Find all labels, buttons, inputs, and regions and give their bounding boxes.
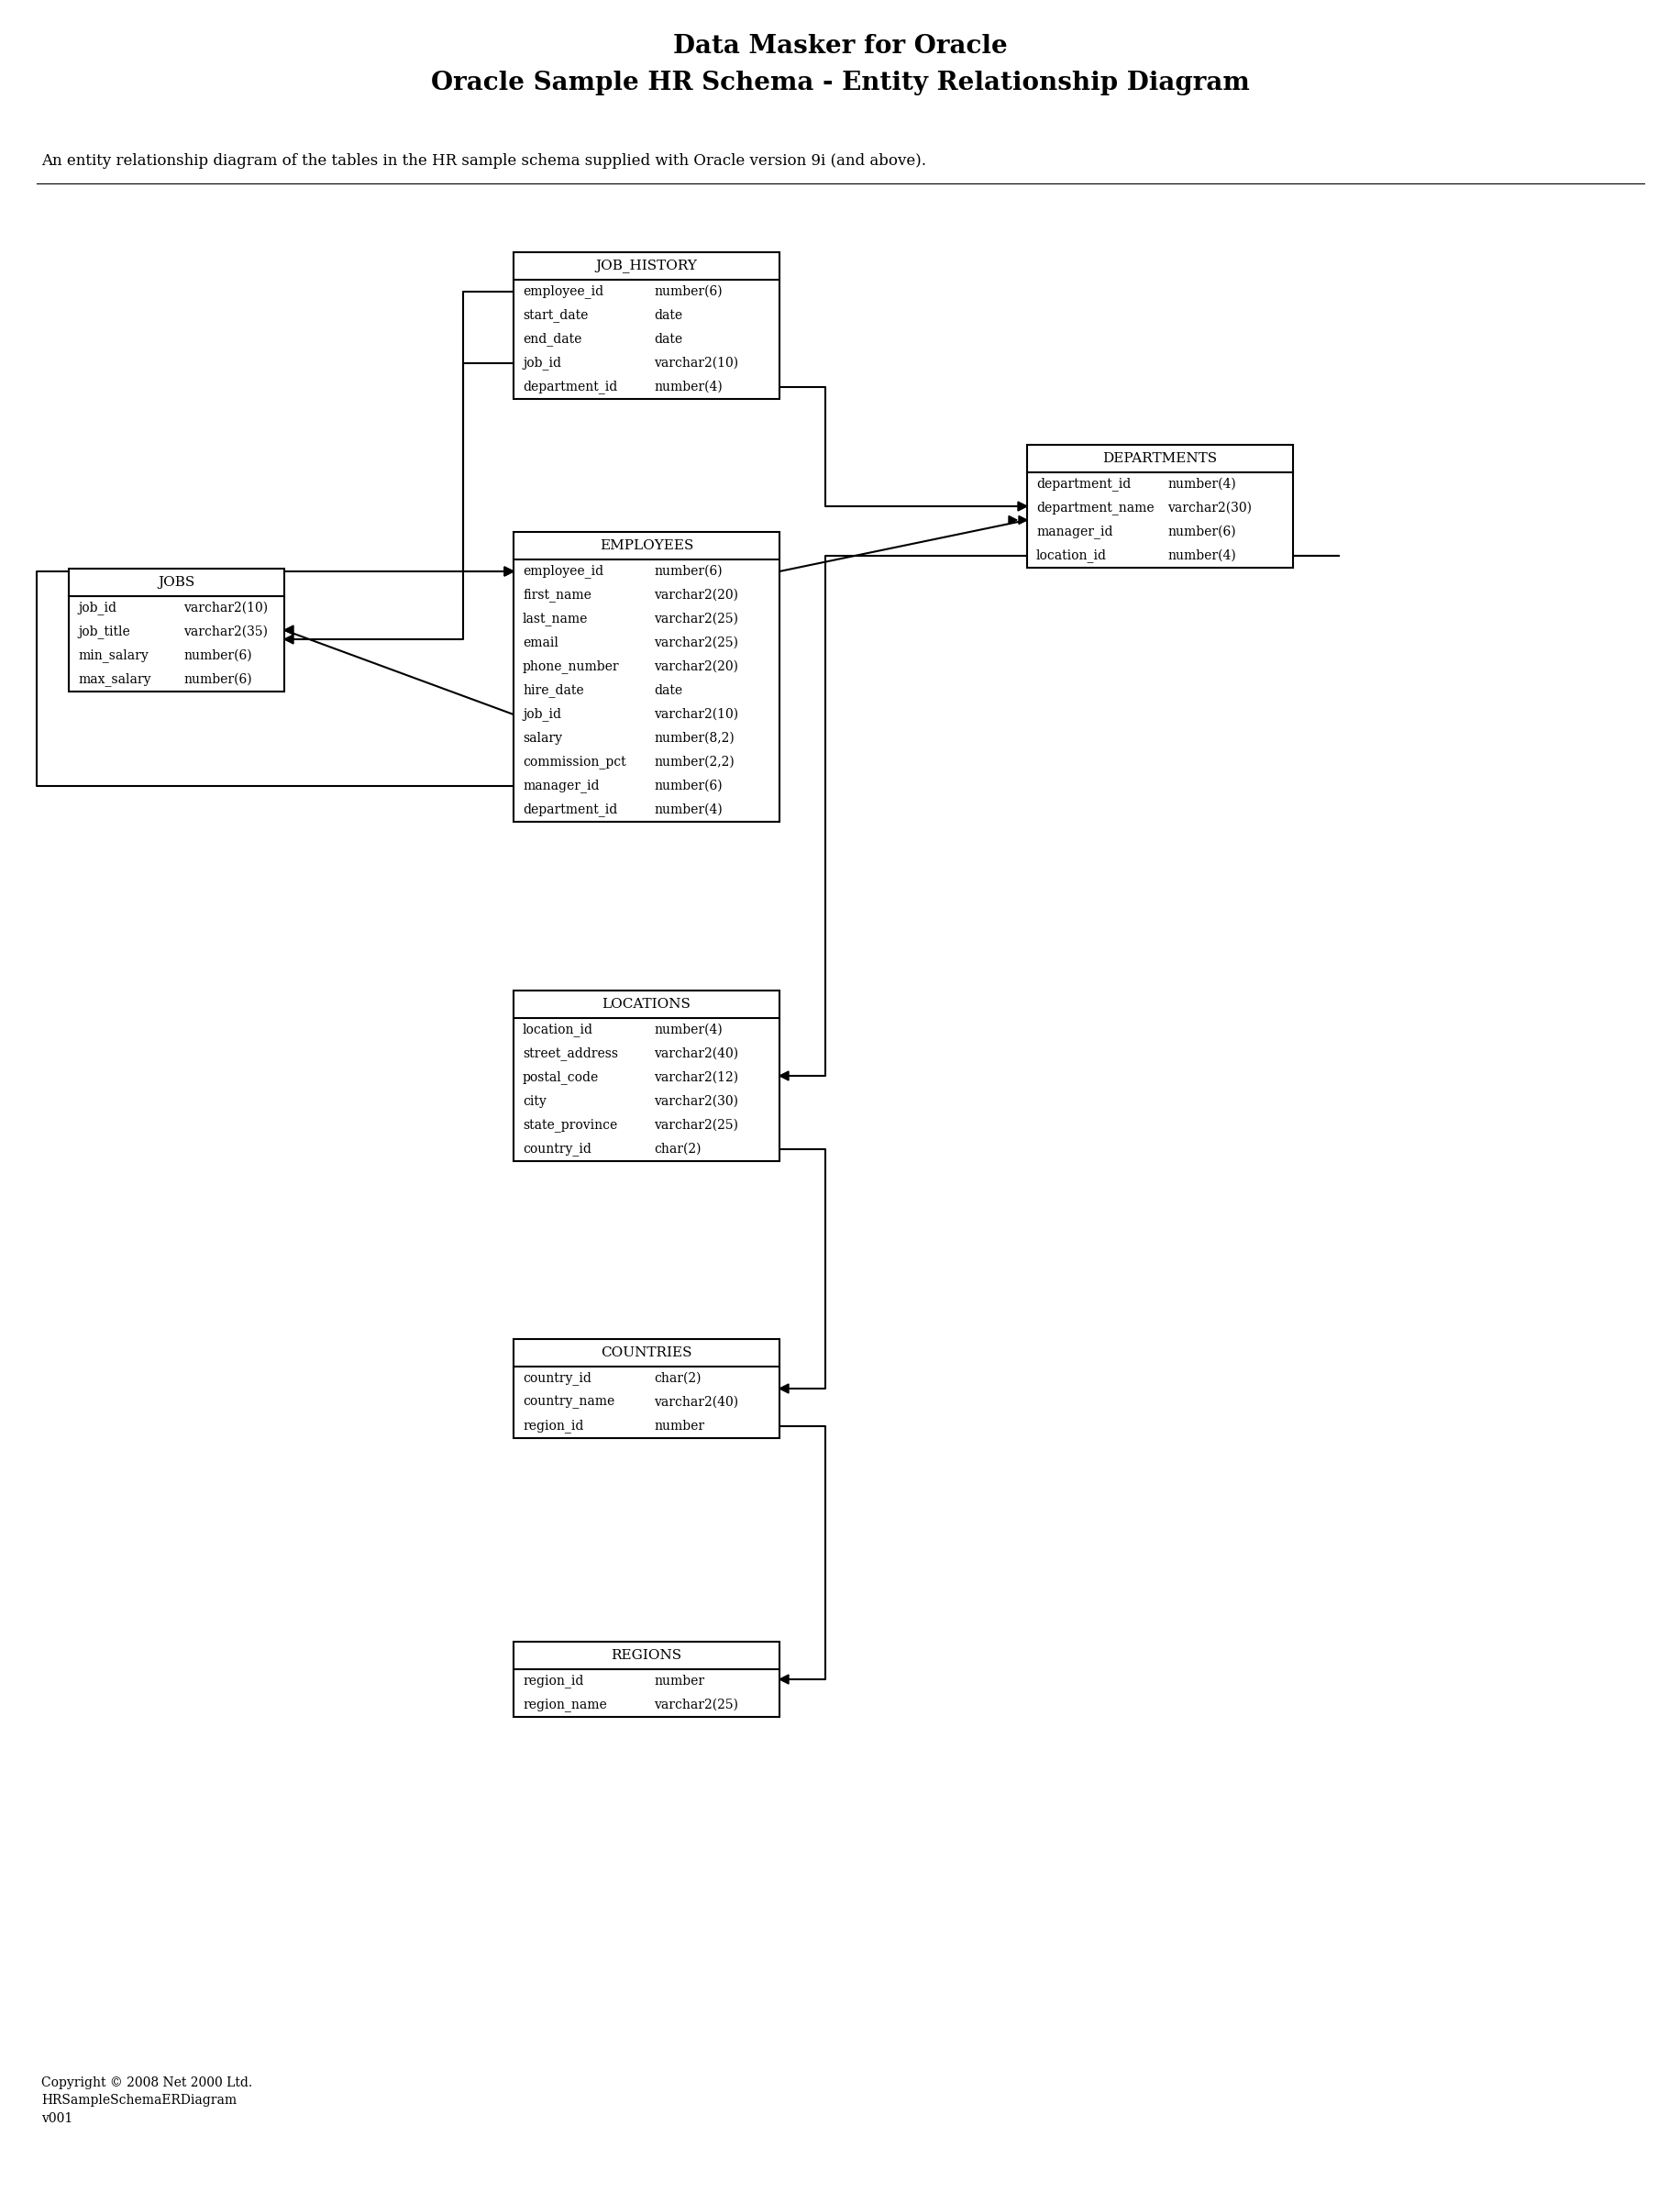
Text: department_id: department_id — [1035, 478, 1131, 491]
Text: Data Masker for Oracle: Data Masker for Oracle — [674, 33, 1006, 59]
Polygon shape — [780, 1072, 788, 1081]
Text: varchar2(20): varchar2(20) — [654, 590, 738, 601]
Text: number(2,2): number(2,2) — [654, 756, 734, 769]
Text: REGIONS: REGIONS — [612, 1648, 682, 1662]
Text: Copyright © 2008 Net 2000 Ltd.
HRSampleSchemaERDiagram
v001: Copyright © 2008 Net 2000 Ltd. HRSampleS… — [42, 2076, 252, 2124]
Text: varchar2(30): varchar2(30) — [654, 1096, 738, 1107]
Text: number(4): number(4) — [1166, 550, 1235, 561]
Text: EMPLOYEES: EMPLOYEES — [600, 539, 694, 552]
Text: varchar2(25): varchar2(25) — [654, 1699, 738, 1712]
Text: number: number — [654, 1420, 704, 1434]
Bar — [514, 1339, 780, 1438]
Bar — [514, 1642, 780, 1716]
Bar — [514, 533, 780, 822]
Text: first_name: first_name — [522, 587, 591, 603]
Polygon shape — [780, 1675, 788, 1683]
Text: city: city — [522, 1096, 546, 1107]
Polygon shape — [780, 1383, 788, 1394]
Text: JOB_HISTORY: JOB_HISTORY — [595, 259, 697, 272]
Text: postal_code: postal_code — [522, 1072, 598, 1085]
Text: Oracle Sample HR Schema - Entity Relationship Diagram: Oracle Sample HR Schema - Entity Relatio… — [430, 70, 1250, 94]
Text: email: email — [522, 636, 558, 649]
Text: An entity relationship diagram of the tables in the HR sample schema supplied wi: An entity relationship diagram of the ta… — [42, 153, 926, 169]
Text: department_name: department_name — [1035, 502, 1154, 515]
Text: region_id: region_id — [522, 1675, 583, 1688]
Text: max_salary: max_salary — [77, 673, 151, 686]
Text: street_address: street_address — [522, 1048, 618, 1061]
Text: number(6): number(6) — [654, 285, 722, 298]
Polygon shape — [284, 636, 294, 644]
Text: number: number — [654, 1675, 704, 1688]
Text: job_id: job_id — [522, 708, 561, 721]
Text: salary: salary — [522, 732, 561, 745]
Text: manager_id: manager_id — [1035, 526, 1112, 539]
Text: LOCATIONS: LOCATIONS — [601, 997, 690, 1011]
Text: JOBS: JOBS — [158, 576, 195, 590]
Text: job_title: job_title — [77, 625, 129, 638]
Bar — [514, 252, 780, 399]
Text: number(4): number(4) — [1166, 478, 1235, 491]
Text: number(4): number(4) — [654, 804, 722, 815]
Text: number(6): number(6) — [654, 780, 722, 794]
Text: last_name: last_name — [522, 612, 588, 627]
Text: hire_date: hire_date — [522, 684, 583, 697]
Text: number(6): number(6) — [1166, 526, 1235, 539]
Text: region_name: region_name — [522, 1699, 606, 1712]
Text: varchar2(35): varchar2(35) — [183, 625, 269, 638]
Bar — [1026, 445, 1292, 568]
Text: number(6): number(6) — [654, 566, 722, 579]
Polygon shape — [1018, 515, 1026, 524]
Text: state_province: state_province — [522, 1118, 617, 1133]
Text: date: date — [654, 333, 682, 346]
Text: DEPARTMENTS: DEPARTMENTS — [1102, 452, 1216, 465]
Text: number(6): number(6) — [183, 673, 252, 686]
Text: number(8,2): number(8,2) — [654, 732, 734, 745]
Text: commission_pct: commission_pct — [522, 756, 625, 769]
Text: min_salary: min_salary — [77, 649, 148, 662]
Text: varchar2(10): varchar2(10) — [654, 708, 738, 721]
Text: varchar2(10): varchar2(10) — [654, 357, 738, 370]
Polygon shape — [1018, 502, 1026, 511]
Text: department_id: department_id — [522, 802, 617, 818]
Text: varchar2(20): varchar2(20) — [654, 660, 738, 673]
Text: employee_id: employee_id — [522, 566, 603, 579]
Text: varchar2(40): varchar2(40) — [654, 1048, 738, 1061]
Text: date: date — [654, 684, 682, 697]
Text: char(2): char(2) — [654, 1372, 701, 1385]
Polygon shape — [284, 625, 294, 636]
Text: country_id: country_id — [522, 1372, 591, 1385]
Text: phone_number: phone_number — [522, 660, 620, 673]
Text: start_date: start_date — [522, 309, 588, 322]
Text: department_id: department_id — [522, 379, 617, 395]
Polygon shape — [504, 568, 514, 576]
Text: varchar2(25): varchar2(25) — [654, 636, 738, 649]
Text: end_date: end_date — [522, 333, 581, 346]
Text: country_id: country_id — [522, 1142, 591, 1155]
Text: number(4): number(4) — [654, 1024, 722, 1037]
Bar — [514, 991, 780, 1162]
Text: number(6): number(6) — [183, 649, 252, 662]
Text: varchar2(25): varchar2(25) — [654, 1118, 738, 1131]
Text: employee_id: employee_id — [522, 285, 603, 298]
Text: number(4): number(4) — [654, 381, 722, 392]
Text: varchar2(10): varchar2(10) — [183, 601, 269, 614]
Bar — [69, 568, 284, 690]
Text: varchar2(30): varchar2(30) — [1166, 502, 1252, 515]
Text: char(2): char(2) — [654, 1142, 701, 1155]
Text: date: date — [654, 309, 682, 322]
Text: manager_id: manager_id — [522, 778, 600, 794]
Text: job_id: job_id — [522, 357, 561, 370]
Text: job_id: job_id — [77, 601, 116, 616]
Text: varchar2(12): varchar2(12) — [654, 1072, 738, 1085]
Text: varchar2(40): varchar2(40) — [654, 1396, 738, 1409]
Polygon shape — [504, 568, 514, 576]
Text: country_name: country_name — [522, 1396, 615, 1409]
Text: location_id: location_id — [1035, 548, 1105, 563]
Text: COUNTRIES: COUNTRIES — [600, 1346, 692, 1359]
Text: varchar2(25): varchar2(25) — [654, 612, 738, 625]
Polygon shape — [1008, 515, 1016, 524]
Text: location_id: location_id — [522, 1024, 593, 1037]
Text: region_id: region_id — [522, 1420, 583, 1434]
